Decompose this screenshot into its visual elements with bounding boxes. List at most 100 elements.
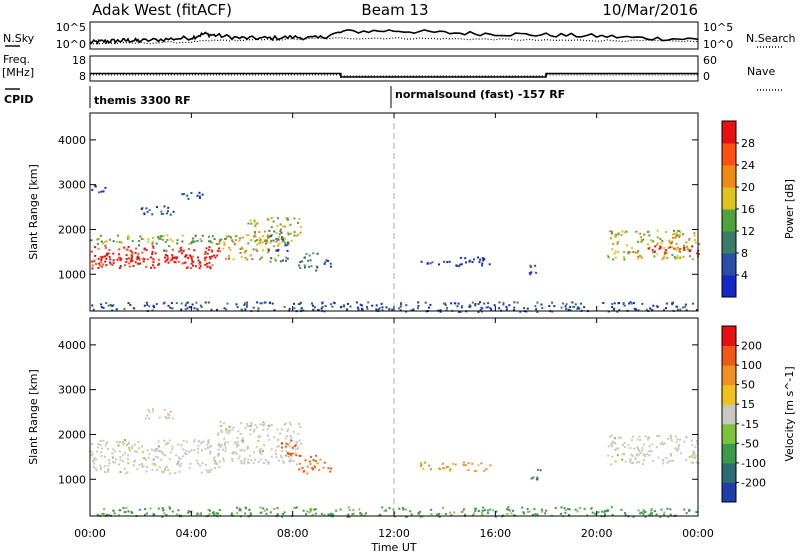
- data-cell: [241, 437, 244, 440]
- data-cell: [237, 443, 240, 446]
- data-cell: [145, 512, 148, 515]
- data-cell: [474, 303, 477, 305]
- data-cell: [270, 239, 273, 242]
- data-cell: [186, 266, 189, 269]
- data-cell: [91, 453, 94, 456]
- data-cell: [656, 305, 659, 308]
- data-cell: [243, 302, 246, 305]
- data-cell: [266, 460, 269, 463]
- data-cell: [104, 186, 107, 189]
- data-cell: [529, 273, 532, 276]
- data-cell: [618, 302, 621, 304]
- y-tick-label: 2000: [58, 223, 86, 236]
- colorbar-tick-label: -15: [741, 418, 759, 431]
- data-cell: [692, 452, 695, 455]
- data-cell: [276, 428, 279, 431]
- data-cell: [548, 305, 551, 307]
- data-cell: [152, 410, 154, 413]
- data-cell: [190, 267, 192, 270]
- data-cell: [157, 440, 160, 443]
- data-cell: [118, 248, 121, 251]
- data-cell: [383, 509, 386, 512]
- data-cell: [430, 508, 433, 511]
- data-cell: [109, 258, 112, 261]
- data-cell: [154, 464, 157, 466]
- cpid-segment-1: themis 3300 RF: [94, 94, 191, 107]
- data-cell: [166, 465, 169, 468]
- data-cell: [613, 302, 616, 305]
- data-cell: [439, 309, 442, 312]
- data-cell: [207, 439, 210, 442]
- data-cell: [127, 237, 130, 239]
- data-cell: [234, 451, 237, 454]
- nave-tick-top: 60: [703, 54, 717, 67]
- data-cell: [264, 240, 267, 242]
- data-cell: [254, 224, 257, 227]
- data-cell: [679, 247, 682, 250]
- data-cell: [217, 432, 220, 435]
- data-cell: [656, 253, 659, 256]
- data-cell: [238, 509, 241, 512]
- data-cell: [631, 439, 633, 442]
- data-cell: [147, 408, 150, 411]
- data-cell: [211, 264, 214, 266]
- data-cell: [250, 239, 253, 242]
- data-cell: [163, 205, 166, 208]
- data-cell: [168, 439, 171, 442]
- data-cell: [650, 512, 653, 515]
- data-cell: [161, 238, 164, 241]
- data-cell: [239, 509, 242, 512]
- data-cell: [444, 304, 447, 307]
- data-cell: [151, 242, 154, 245]
- data-cell: [685, 309, 688, 312]
- data-cell: [330, 265, 332, 268]
- data-cell: [659, 246, 662, 249]
- data-cell: [224, 441, 227, 444]
- data-cell: [158, 262, 161, 265]
- data-cell: [604, 513, 607, 516]
- data-cell: [655, 446, 658, 449]
- data-cell: [682, 244, 685, 247]
- data-cell: [262, 235, 265, 238]
- data-cell: [693, 239, 696, 241]
- data-cell: [583, 507, 586, 510]
- data-cell: [651, 249, 654, 252]
- data-cell: [131, 240, 134, 242]
- data-cell: [629, 301, 632, 304]
- data-cell: [277, 254, 280, 257]
- data-cell: [675, 235, 678, 238]
- y-tick-label: 1000: [58, 473, 86, 486]
- data-cell: [691, 453, 694, 456]
- data-cell: [282, 240, 285, 243]
- data-cell: [197, 309, 199, 312]
- data-cell: [222, 457, 224, 460]
- data-cell: [666, 507, 669, 510]
- data-cell: [259, 423, 262, 426]
- data-cell: [381, 306, 384, 309]
- data-cell: [613, 252, 616, 255]
- data-cell: [132, 264, 135, 267]
- data-cell: [527, 510, 529, 513]
- colorbar-swatch: [722, 165, 736, 188]
- data-cell: [155, 242, 158, 245]
- data-cell: [249, 514, 252, 517]
- data-cell: [417, 301, 420, 304]
- data-cell: [626, 244, 628, 247]
- data-cell: [683, 249, 686, 252]
- data-cell: [154, 252, 157, 255]
- data-cell: [279, 230, 282, 233]
- data-cell: [303, 264, 306, 267]
- data-cell: [280, 231, 283, 234]
- data-cell: [228, 246, 231, 249]
- data-cell: [199, 512, 202, 515]
- data-cell: [357, 308, 360, 311]
- data-cell: [671, 301, 674, 304]
- data-cell: [185, 254, 187, 257]
- data-cell: [95, 263, 98, 265]
- data-cell: [448, 260, 451, 263]
- data-cell: [493, 304, 496, 307]
- data-cell: [692, 302, 694, 305]
- data-cell: [442, 467, 445, 470]
- data-cell: [560, 512, 563, 515]
- data-cell: [422, 467, 425, 470]
